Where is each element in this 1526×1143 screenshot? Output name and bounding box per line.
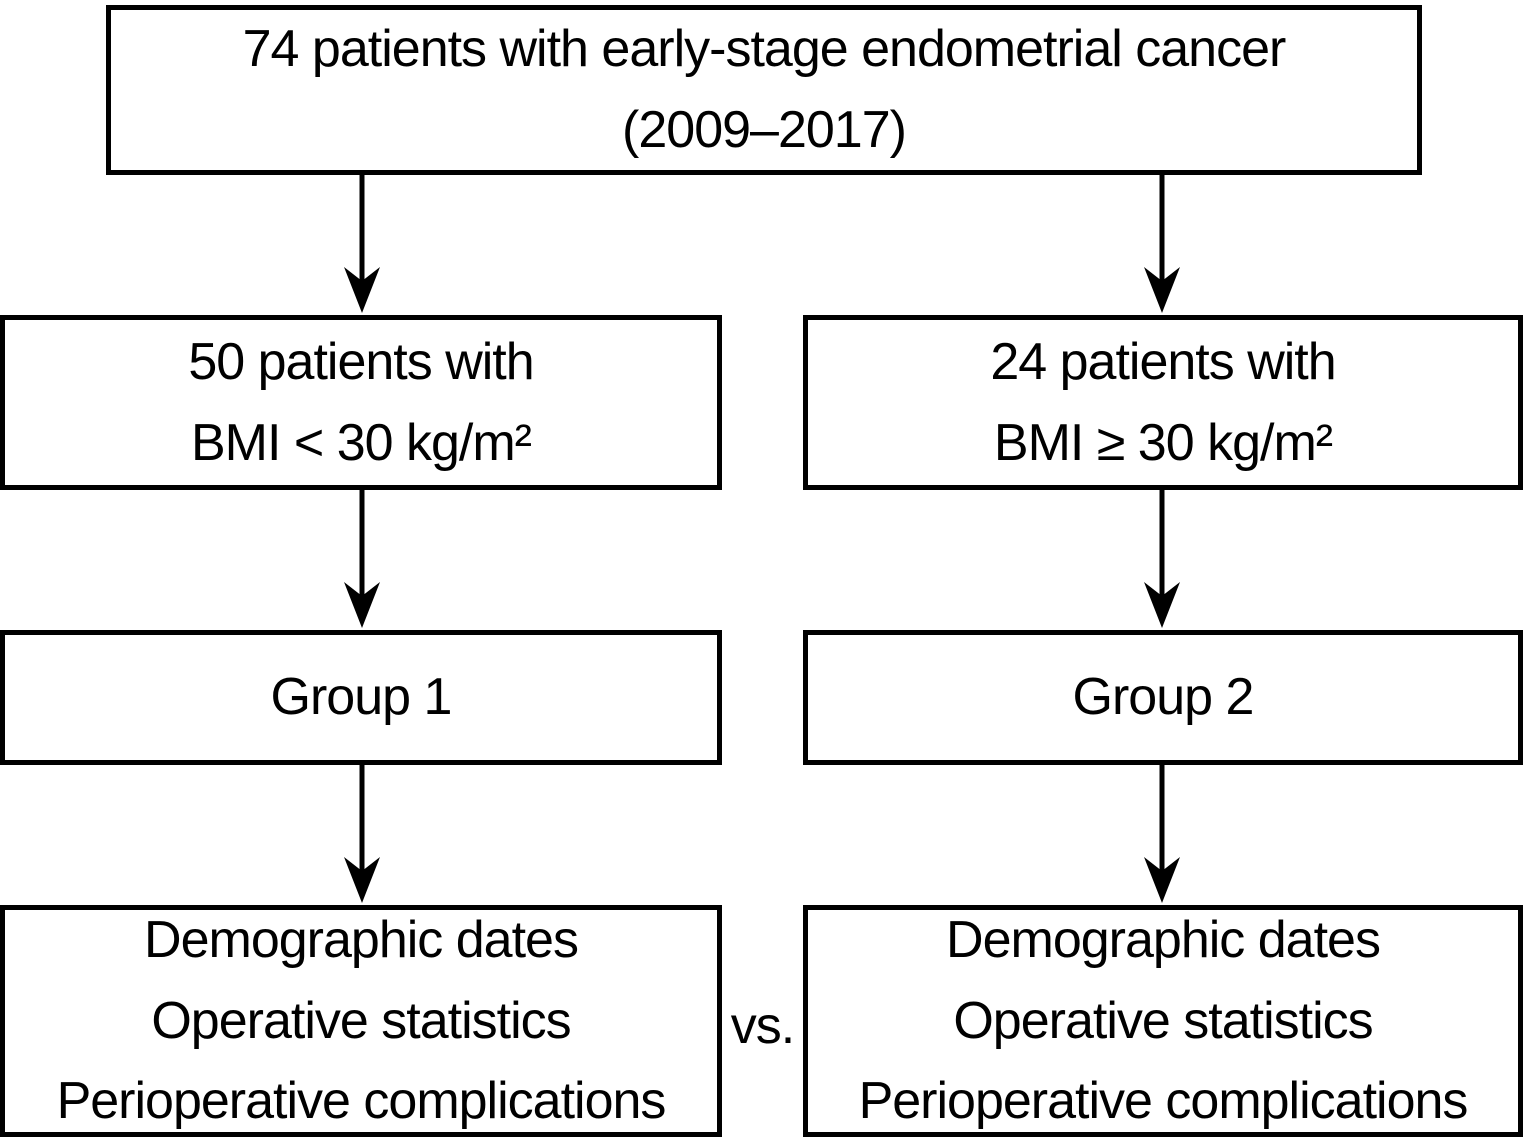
flow-arrowhead (344, 582, 380, 628)
group2-outcomes-box: Demographic dates Operative statistics P… (803, 905, 1523, 1137)
total-cohort-box: 74 patients with early-stage endometrial… (106, 5, 1422, 175)
flow-arrowhead (1144, 582, 1180, 628)
group1-outcomes-line3: Perioperative complications (56, 1072, 667, 1131)
group2-cohort-text-line1: 24 patients with (990, 332, 1336, 391)
group1-label-box: Group 1 (0, 630, 722, 765)
total-cohort-text-line1: 74 patients with early-stage endometrial… (242, 20, 1287, 79)
flow-arrowhead (1144, 857, 1180, 903)
versus-label: vs. (730, 997, 795, 1055)
group1-outcomes-line2: Operative statistics (151, 991, 571, 1050)
group1-outcomes-line1: Demographic dates (144, 911, 579, 970)
group2-cohort-box: 24 patients with BMI ≥ 30 kg/m² (803, 315, 1523, 490)
group1-label-text: Group 1 (270, 668, 453, 727)
flow-arrowhead (344, 857, 380, 903)
group1-cohort-text-line2: BMI < 30 kg/m² (191, 413, 532, 472)
group2-cohort-text-line2: BMI ≥ 30 kg/m² (993, 413, 1333, 472)
group1-cohort-text-line1: 50 patients with (188, 332, 534, 391)
group2-outcomes-line1: Demographic dates (946, 911, 1381, 970)
group2-label-box: Group 2 (803, 630, 1523, 765)
group2-outcomes-line3: Perioperative complications (858, 1072, 1469, 1131)
group1-outcomes-box: Demographic dates Operative statistics P… (0, 905, 722, 1137)
flow-arrowhead (1144, 267, 1180, 313)
group2-label-text: Group 2 (1072, 668, 1255, 727)
group1-cohort-box: 50 patients with BMI < 30 kg/m² (0, 315, 722, 490)
flow-arrowhead (344, 267, 380, 313)
group2-outcomes-line2: Operative statistics (953, 991, 1373, 1050)
total-cohort-text-line2: (2009–2017) (622, 101, 907, 159)
